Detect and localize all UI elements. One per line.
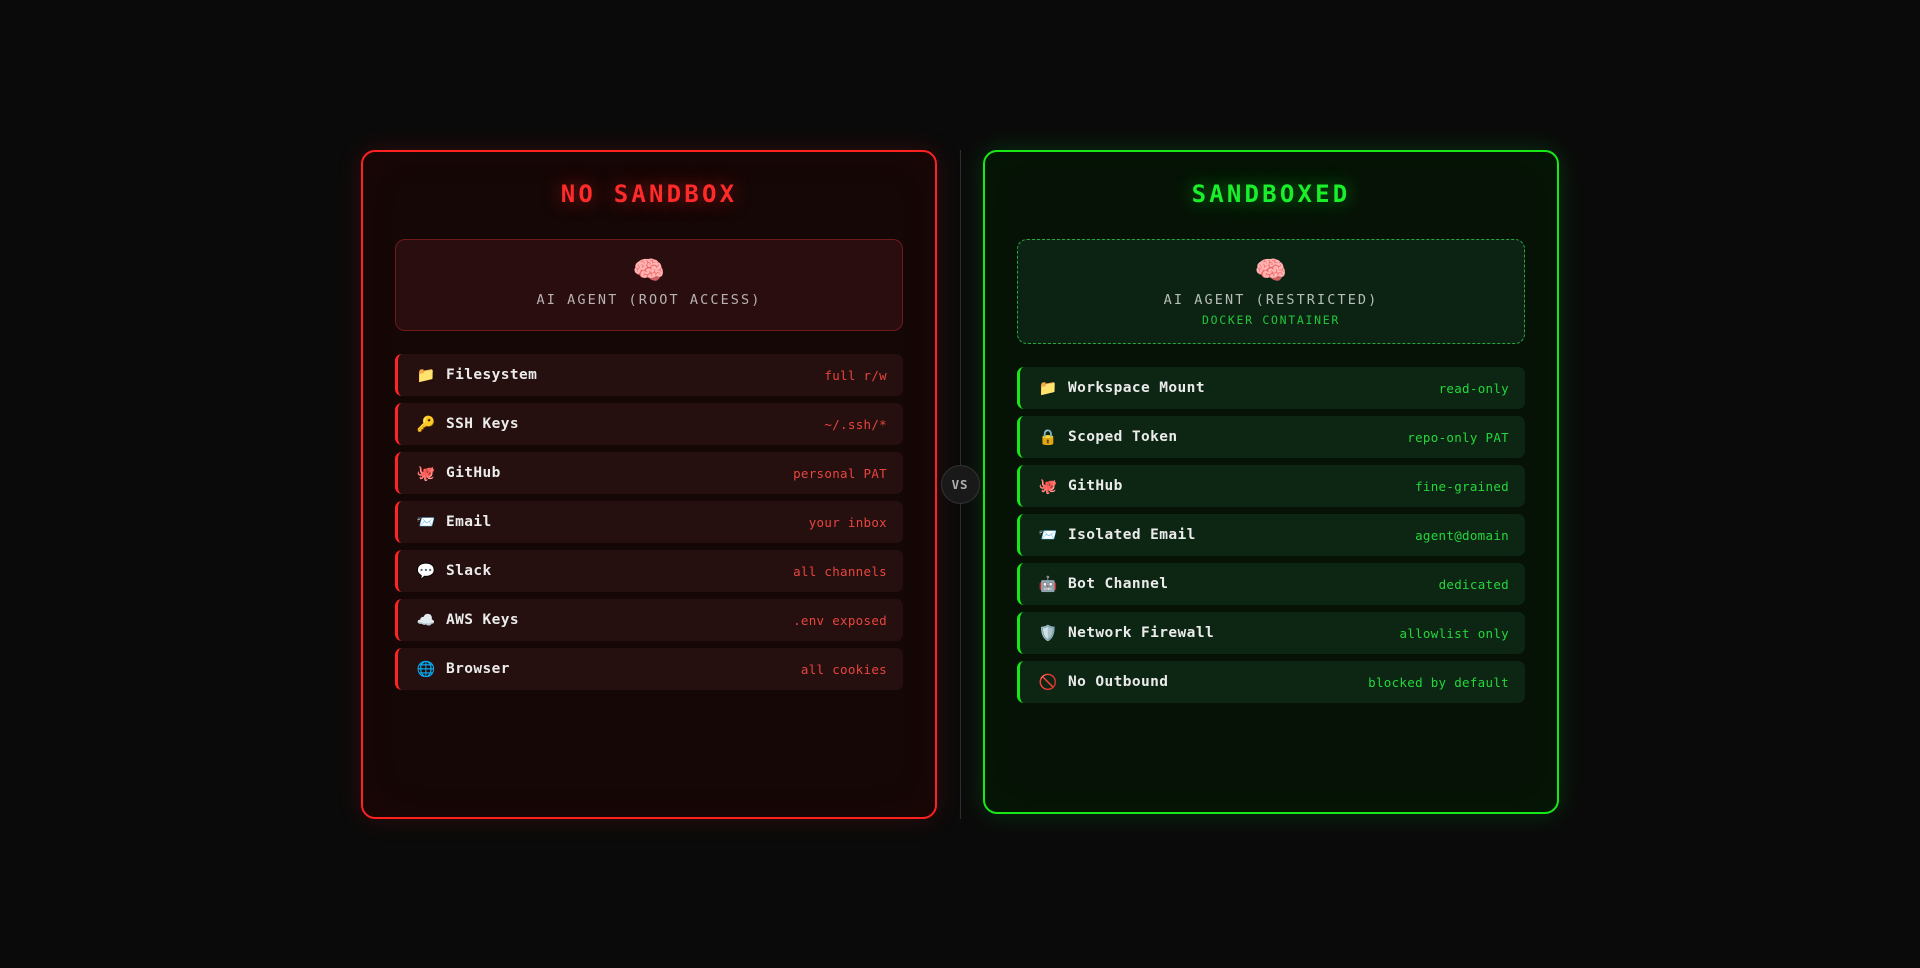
list-item-value: your inbox [808,514,887,530]
octopus-icon: 🐙 [416,463,436,482]
list-item-value: full r/w [824,367,887,383]
list-item-value: personal PAT [793,465,887,481]
list-item-label: SSH Keys [446,416,520,432]
list-item-value: read-only [1438,380,1509,396]
list-item-label: Browser [446,661,510,677]
list-item-label: AWS Keys [446,612,520,628]
list-item-label: Email [446,514,492,530]
list-item-label: Isolated Email [1068,527,1196,543]
folder-icon: 📁 [416,365,436,384]
agent-label-restricted: AI AGENT (RESTRICTED) [1163,292,1379,308]
sandbox-comparison: NO SANDBOX 🧠 AI AGENT (ROOT ACCESS) 📁 Fi… [361,150,1560,819]
list-item-label: Filesystem [446,367,538,383]
list-item[interactable]: 🤖 Bot Channel dedicated [1017,563,1525,605]
list-item-value: allowlist only [1399,625,1509,641]
vs-divider: VS [939,150,981,819]
list-item-label: GitHub [1068,478,1123,494]
list-item[interactable]: 📁 Workspace Mount read-only [1017,367,1525,409]
list-item-label: Bot Channel [1068,576,1169,592]
list-item-value: dedicated [1438,576,1509,592]
agent-sublabel-docker-container: DOCKER CONTAINER [1202,313,1340,327]
panel-title-sandboxed: SANDBOXED [1191,180,1351,208]
list-item-label: Workspace Mount [1068,380,1205,396]
list-item[interactable]: 🌐 Browser all cookies [395,648,903,690]
list-item-value: all channels [793,563,887,579]
list-item[interactable]: 🔑 SSH Keys ~/.ssh/* [395,403,903,445]
list-item-label: Scoped Token [1068,429,1178,445]
list-item-value: ~/.ssh/* [824,416,887,432]
list-item-label: GitHub [446,465,501,481]
list-item[interactable]: 📨 Email your inbox [395,501,903,543]
incoming-envelope-icon: 📨 [1038,525,1058,544]
list-item[interactable]: 🛡️ Network Firewall allowlist only [1017,612,1525,654]
list-item-value: repo-only PAT [1407,429,1509,445]
agent-label-root-access: AI AGENT (ROOT ACCESS) [536,292,762,308]
globe-icon: 🌐 [416,659,436,678]
panel-title-no-sandbox: NO SANDBOX [560,180,738,208]
list-item[interactable]: 📁 Filesystem full r/w [395,354,903,396]
list-item-label: No Outbound [1068,674,1169,690]
list-item[interactable]: 💬 Slack all channels [395,550,903,592]
brain-emoji-icon: 🧠 [1254,256,1288,286]
list-item[interactable]: ☁️ AWS Keys .env exposed [395,599,903,641]
shield-icon: 🛡️ [1038,623,1058,642]
list-item[interactable]: 🔒 Scoped Token repo-only PAT [1017,416,1525,458]
panel-sandboxed: SANDBOXED 🧠 AI AGENT (RESTRICTED) DOCKER… [983,150,1559,814]
list-item-value: all cookies [800,661,887,677]
brain-emoji-icon: 🧠 [632,256,666,286]
access-list-sandboxed: 📁 Workspace Mount read-only 🔒 Scoped Tok… [1017,367,1525,703]
robot-icon: 🤖 [1038,574,1058,593]
panel-no-sandbox: NO SANDBOX 🧠 AI AGENT (ROOT ACCESS) 📁 Fi… [361,150,937,819]
list-item[interactable]: 🚫 No Outbound blocked by default [1017,661,1525,703]
list-item-label: Network Firewall [1068,625,1215,641]
list-item-value: blocked by default [1368,674,1509,690]
cloud-icon: ☁️ [416,610,436,629]
access-list-no-sandbox: 📁 Filesystem full r/w 🔑 SSH Keys ~/.ssh/… [395,354,903,690]
list-item[interactable]: 🐙 GitHub personal PAT [395,452,903,494]
list-item[interactable]: 🐙 GitHub fine-grained [1017,465,1525,507]
incoming-envelope-icon: 📨 [416,512,436,531]
key-icon: 🔑 [416,414,436,433]
vs-badge: VS [940,465,980,504]
lock-icon: 🔒 [1038,427,1058,446]
speech-balloon-icon: 💬 [416,561,436,580]
list-item-value: fine-grained [1415,478,1509,494]
agent-box-restricted: 🧠 AI AGENT (RESTRICTED) DOCKER CONTAINER [1017,239,1525,344]
list-item-value: agent@domain [1415,527,1509,543]
agent-box-root-access: 🧠 AI AGENT (ROOT ACCESS) [395,239,903,331]
list-item[interactable]: 📨 Isolated Email agent@domain [1017,514,1525,556]
octopus-icon: 🐙 [1038,476,1058,495]
prohibited-icon: 🚫 [1038,672,1058,691]
list-item-value: .env exposed [793,612,887,628]
list-item-label: Slack [446,563,492,579]
folder-icon: 📁 [1038,378,1058,397]
